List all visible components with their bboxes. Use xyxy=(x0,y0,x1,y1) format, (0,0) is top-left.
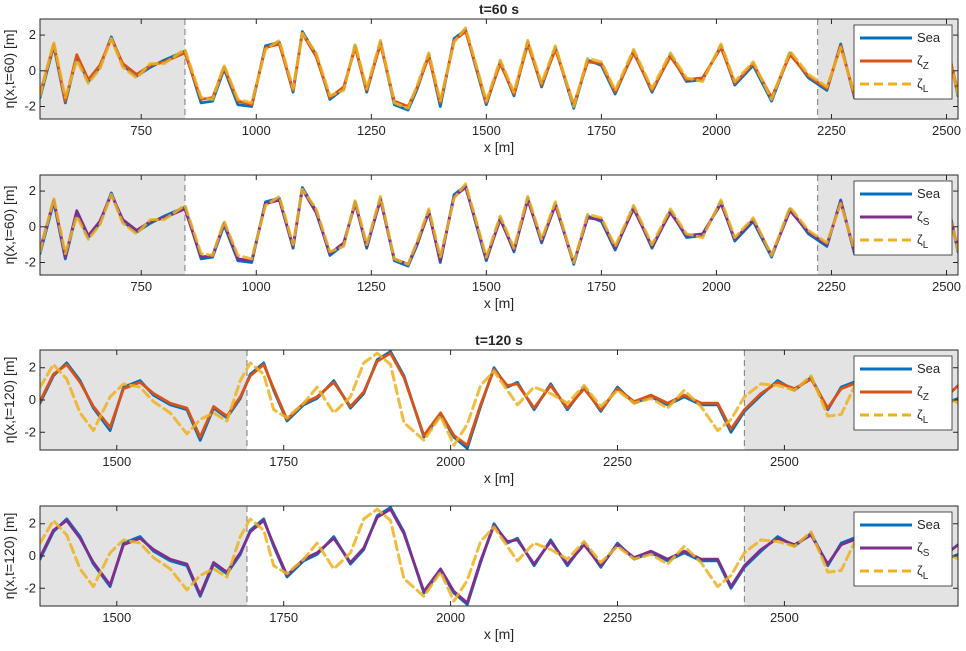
chart-title: t=120 s xyxy=(475,332,523,348)
y-tick-label: -2 xyxy=(24,99,36,114)
legend-label: ζZ xyxy=(917,53,929,72)
legend-label: ζL xyxy=(917,407,929,426)
series-line xyxy=(40,507,958,603)
series-line xyxy=(40,351,958,447)
x-tick-label: 2500 xyxy=(932,279,961,294)
chart-panel-4: 1500 1750 2000 2250 2500 -2 0 2 x [m] η(x,t=120) … xyxy=(1,505,959,642)
series-line xyxy=(40,30,958,108)
legend-label: Sea xyxy=(917,361,941,376)
legend-label: Sea xyxy=(917,517,941,532)
series-line xyxy=(40,351,958,447)
x-tick-label: 1000 xyxy=(242,123,271,138)
shaded-region xyxy=(40,19,185,119)
x-tick-label: 2000 xyxy=(702,279,731,294)
legend: Sea ζS ζL xyxy=(853,511,953,587)
chart-panel-3: 1500 1750 2000 2250 2500 -2 0 2 x [m] η(x,t=120) … xyxy=(1,332,959,486)
legend: Sea ζS ζL xyxy=(853,180,953,256)
x-tick-label: 1000 xyxy=(242,279,271,294)
x-tick-label: 2500 xyxy=(770,454,799,469)
series-group xyxy=(40,350,958,450)
y-axis-label: η(x,t=60) [m] xyxy=(1,186,17,265)
legend: Sea ζZ ζL xyxy=(853,24,953,100)
x-tick-label: 2500 xyxy=(770,610,799,625)
legend-label: ζS xyxy=(917,209,930,228)
x-tick-label: 1750 xyxy=(587,123,616,138)
y-tick-label: 2 xyxy=(29,516,36,531)
series-line xyxy=(40,186,958,266)
y-tick-label: 2 xyxy=(29,183,36,198)
chart-title: t=60 s xyxy=(479,1,519,17)
x-tick-label: 1500 xyxy=(102,454,131,469)
x-axis-label: x [m] xyxy=(484,470,514,486)
x-tick-label: 750 xyxy=(130,123,152,138)
y-tick-label: -2 xyxy=(24,255,36,270)
x-tick-label: 1750 xyxy=(269,454,298,469)
x-tick-label: 1500 xyxy=(472,123,501,138)
legend-label: ζS xyxy=(917,540,930,559)
x-tick-label: 1750 xyxy=(587,279,616,294)
legend-label: ζL xyxy=(917,563,929,582)
x-tick-label: 2250 xyxy=(817,279,846,294)
y-tick-label: 2 xyxy=(29,360,36,375)
y-tick-label: -2 xyxy=(24,424,36,439)
x-tick-label: 2250 xyxy=(603,454,632,469)
legend-label: ζL xyxy=(917,232,929,251)
axes-box xyxy=(39,18,959,120)
x-tick-label: 1500 xyxy=(102,610,131,625)
axes-box xyxy=(39,174,959,276)
y-axis-label: η(x,t=120) [m] xyxy=(1,513,17,600)
x-tick-label: 2500 xyxy=(932,123,961,138)
x-tick-label: 2000 xyxy=(702,123,731,138)
series-line xyxy=(40,182,958,266)
chart-panel-2: 750 1000 1250 1500 1750 2000 2250 2500 -2 0 2 x [m]… xyxy=(1,174,961,311)
y-tick-label: 0 xyxy=(29,548,36,563)
series-line xyxy=(40,507,958,605)
legend-label: ζZ xyxy=(917,384,929,403)
x-tick-label: 1500 xyxy=(472,279,501,294)
y-axis-label: η(x,t=60) [m] xyxy=(1,30,17,109)
series-line xyxy=(40,26,958,110)
x-axis-label: x [m] xyxy=(484,139,514,155)
x-tick-label: 1750 xyxy=(269,610,298,625)
y-tick-label: 0 xyxy=(29,392,36,407)
shaded-region xyxy=(40,350,247,450)
series-group xyxy=(40,182,958,268)
legend-label: Sea xyxy=(917,186,941,201)
x-tick-label: 2250 xyxy=(817,123,846,138)
y-tick-label: 2 xyxy=(29,27,36,42)
y-tick-label: 0 xyxy=(29,63,36,78)
x-axis-label: x [m] xyxy=(484,295,514,311)
x-axis-label: x [m] xyxy=(484,626,514,642)
shaded-region xyxy=(40,175,185,275)
x-tick-label: 750 xyxy=(130,279,152,294)
y-tick-label: -2 xyxy=(24,580,36,595)
legend-label: ζL xyxy=(917,76,929,95)
y-tick-label: 0 xyxy=(29,219,36,234)
legend-label: Sea xyxy=(917,30,941,45)
x-tick-label: 2000 xyxy=(436,610,465,625)
y-axis-label: η(x,t=120) [m] xyxy=(1,357,17,444)
x-tick-label: 1250 xyxy=(357,123,386,138)
series-group xyxy=(40,26,958,112)
x-tick-label: 2250 xyxy=(603,610,632,625)
legend: Sea ζZ ζL xyxy=(853,355,953,431)
x-tick-label: 1250 xyxy=(357,279,386,294)
series-group xyxy=(40,506,958,606)
shaded-region xyxy=(40,506,247,606)
chart-panel-1: 750 1000 1250 1500 1750 2000 2250 2500 -2 0 2 x [m]… xyxy=(1,1,961,155)
x-tick-label: 2000 xyxy=(436,454,465,469)
